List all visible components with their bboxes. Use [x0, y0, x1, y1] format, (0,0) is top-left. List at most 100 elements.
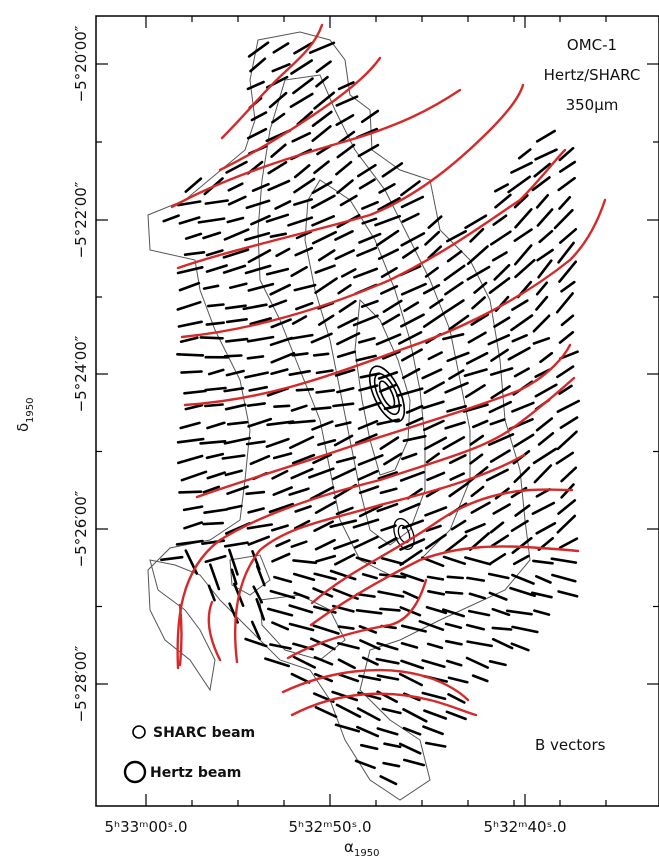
b-vector: [338, 673, 360, 683]
b-vector: [338, 299, 357, 313]
b-vector: [273, 404, 291, 409]
y-tick-label: −5°26′00″: [72, 490, 90, 567]
b-vector: [336, 143, 356, 159]
b-vector: [290, 672, 311, 684]
b-vector: [246, 80, 265, 91]
b-vector: [383, 742, 402, 749]
b-vector: [470, 313, 490, 326]
y-axis-label: δ 1950: [14, 398, 36, 432]
y-axis-label-main: δ: [14, 423, 32, 432]
b-vector: [337, 316, 358, 329]
b-vector: [309, 485, 335, 501]
b-vector: [511, 299, 529, 311]
b-vector: [227, 182, 244, 192]
b-vector: [335, 114, 355, 126]
b-vector: [359, 639, 381, 651]
b-vector: [291, 315, 308, 325]
b-vector: [288, 622, 315, 632]
field-line: [170, 88, 462, 209]
b-vector: [315, 369, 334, 375]
b-vector: [317, 438, 337, 447]
b-vector: [223, 354, 243, 358]
b-vector: [246, 335, 275, 343]
axis-ticks: [96, 16, 659, 806]
title-line-1: OMC-1: [567, 36, 617, 54]
b-vector: [425, 452, 441, 464]
b-vector: [162, 214, 180, 223]
mid-contour-2: [304, 179, 426, 546]
b-vector: [295, 301, 314, 311]
b-vector: [399, 313, 425, 328]
b-vector: [531, 501, 556, 516]
b-vector: [295, 387, 315, 392]
b-vector: [530, 591, 553, 599]
b-vector: [446, 404, 468, 413]
b-vector: [447, 692, 466, 704]
b-vector: [402, 590, 420, 600]
b-vector: [380, 556, 405, 566]
b-vector: [222, 248, 250, 259]
b-vector: [400, 195, 425, 209]
b-vector: [292, 559, 318, 565]
b-vector: [444, 381, 469, 394]
b-vector: [310, 194, 336, 209]
b-vector: [269, 283, 292, 296]
b-vector: [314, 500, 337, 515]
b-vector: [507, 175, 532, 194]
b-vector: [329, 519, 358, 529]
b-vector: [271, 112, 286, 124]
b-vector: [375, 229, 400, 247]
b-vector: [511, 333, 528, 343]
b-vector: [293, 198, 314, 206]
b-vector: [378, 183, 396, 194]
b-vector: [270, 351, 296, 364]
b-vector: [205, 249, 224, 257]
b-vector: [557, 176, 576, 192]
b-vector: [466, 245, 489, 266]
b-vector: [311, 420, 334, 431]
b-vector: [401, 452, 418, 461]
b-vector: [312, 453, 333, 465]
b-vector: [511, 573, 535, 585]
b-vector: [401, 519, 425, 530]
b-vector: [355, 725, 380, 738]
b-vector: [359, 372, 381, 379]
b-vector: [405, 404, 424, 414]
b-vector: [493, 263, 511, 281]
b-vector: [535, 417, 554, 432]
b-vector: [488, 277, 511, 295]
b-vector: [466, 265, 491, 281]
b-vector: [443, 299, 465, 315]
field-line: [176, 83, 525, 270]
plot-frame: [95, 15, 659, 807]
b-vector: [207, 368, 225, 376]
b-vector: [270, 524, 289, 532]
b-vector: [250, 111, 268, 122]
b-vector: [443, 264, 466, 282]
b-vector: [268, 502, 295, 514]
b-vector: [267, 179, 291, 192]
b-vector: [469, 227, 485, 243]
b-vector: [274, 200, 292, 210]
b-vector: [445, 710, 467, 721]
b-vector: [513, 228, 533, 242]
b-vector: [176, 200, 202, 207]
b-vector: [403, 301, 420, 313]
b-vector: [535, 295, 549, 311]
b-vector: [491, 626, 513, 631]
b-vector: [180, 370, 203, 374]
x-axis-label-main: α: [344, 838, 354, 856]
b-vector: [539, 351, 554, 364]
b-vector: [183, 521, 203, 530]
mid-contour: [257, 74, 471, 576]
b-vector: [249, 454, 271, 466]
b-vector: [535, 281, 549, 296]
b-vector: [252, 585, 264, 604]
b-vector: [205, 452, 225, 460]
b-vector: [266, 607, 294, 617]
b-vector: [209, 563, 221, 591]
b-vector: [335, 703, 362, 719]
b-vector: [336, 332, 361, 346]
b-vector: [379, 775, 398, 786]
b-vector: [206, 421, 226, 430]
